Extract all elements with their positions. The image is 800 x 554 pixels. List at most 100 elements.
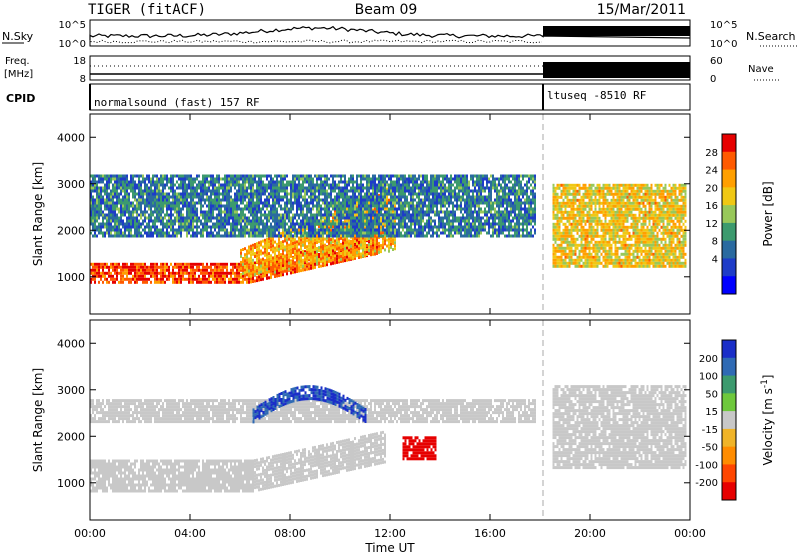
heatmap-cell xyxy=(322,247,324,251)
heatmap-cell xyxy=(324,180,326,184)
heatmap-cell xyxy=(352,177,354,181)
heatmap-cell xyxy=(172,271,174,275)
heatmap-cell xyxy=(236,192,238,196)
heatmap-cell xyxy=(330,192,332,196)
heatmap-cell xyxy=(282,228,284,232)
heatmap-cell xyxy=(420,213,422,217)
heatmap-cell xyxy=(300,213,302,217)
heatmap-cell xyxy=(228,186,230,190)
heatmap-cell xyxy=(402,219,404,223)
heatmap-cell xyxy=(334,198,336,202)
heatmap-cell xyxy=(258,253,260,257)
heatmap-cell xyxy=(146,210,148,214)
heatmap-cell xyxy=(162,222,164,226)
heatmap-cell xyxy=(160,222,162,226)
heatmap-cell xyxy=(264,265,266,269)
heatmap-cell xyxy=(386,189,388,193)
nsky-label: N.Sky xyxy=(2,30,34,43)
heatmap-cell xyxy=(92,265,94,269)
heatmap-cell xyxy=(170,222,172,226)
heatmap-cell xyxy=(268,210,270,214)
heatmap-cell xyxy=(140,265,142,269)
heatmap-cell xyxy=(242,219,244,223)
heatmap-cell xyxy=(248,274,250,278)
heatmap-cell xyxy=(102,222,104,226)
heatmap-cell xyxy=(320,186,322,190)
heatmap-cell xyxy=(94,271,96,275)
heatmap-cell xyxy=(356,248,358,252)
heatmap-cell xyxy=(130,201,132,205)
heatmap-cell xyxy=(154,183,156,187)
heatmap-cell xyxy=(242,234,244,238)
heatmap-cell xyxy=(416,219,418,223)
heatmap-cell xyxy=(110,222,112,226)
heatmap-cell xyxy=(164,204,166,208)
heatmap-cell xyxy=(144,274,146,278)
heatmap-cell xyxy=(368,225,370,229)
heatmap-cell xyxy=(400,195,402,199)
heatmap-cell xyxy=(128,180,130,184)
heatmap-cell xyxy=(166,262,168,266)
heatmap-cell xyxy=(286,262,288,266)
heatmap-cell xyxy=(278,241,280,245)
heatmap-cell xyxy=(258,210,260,214)
heatmap-cell xyxy=(254,267,256,270)
heatmap-cell xyxy=(402,210,404,214)
heatmap-cell xyxy=(132,186,134,190)
heatmap-cell xyxy=(194,216,196,220)
heatmap-cell xyxy=(302,174,304,178)
heatmap-cell xyxy=(254,192,256,196)
heatmap-cell xyxy=(304,180,306,184)
heatmap-cell xyxy=(172,180,174,184)
heatmap-cell xyxy=(202,216,204,220)
heatmap-cell xyxy=(244,180,246,184)
heatmap-cell xyxy=(148,225,150,229)
heatmap-cell xyxy=(206,228,208,232)
heatmap-cell xyxy=(384,183,386,187)
heatmap-cell xyxy=(350,234,352,238)
heatmap-cell xyxy=(138,274,140,278)
heatmap-cell xyxy=(344,241,346,245)
heatmap-cell xyxy=(350,204,352,208)
heatmap-cell xyxy=(148,201,150,205)
heatmap-cell xyxy=(210,231,212,235)
heatmap-cell xyxy=(348,249,350,253)
heatmap-cell xyxy=(280,268,282,272)
heatmap-cell xyxy=(152,210,154,214)
heatmap-cell xyxy=(94,201,96,205)
heatmap-cell xyxy=(162,207,164,211)
heatmap-cell xyxy=(254,189,256,193)
heatmap-cell xyxy=(200,231,202,235)
heatmap-cell xyxy=(212,192,214,196)
heatmap-cell xyxy=(212,189,214,193)
heatmap-cell xyxy=(292,183,294,187)
heatmap-cell xyxy=(116,265,118,269)
heatmap-cell xyxy=(220,262,222,266)
heatmap-cell xyxy=(256,257,258,261)
heatmap-cell xyxy=(326,174,328,178)
heatmap-cell xyxy=(112,262,114,266)
heatmap-cell xyxy=(112,228,114,232)
heatmap-cell xyxy=(248,272,250,276)
heatmap-cell xyxy=(238,231,240,235)
heatmap-cell xyxy=(306,198,308,202)
heatmap-cell xyxy=(146,231,148,235)
heatmap-cell xyxy=(202,192,204,196)
heatmap-cell xyxy=(370,242,372,246)
heatmap-cell xyxy=(392,189,394,193)
heatmap-cell xyxy=(126,228,128,232)
heatmap-cell xyxy=(258,262,260,266)
heatmap-cell xyxy=(256,207,258,211)
heatmap-cell xyxy=(148,228,150,232)
heatmap-cell xyxy=(242,189,244,193)
heatmap-cell xyxy=(282,240,284,244)
heatmap-cell xyxy=(226,222,228,226)
heatmap-cell xyxy=(298,204,300,208)
heatmap-cell xyxy=(314,192,316,196)
heatmap-cell xyxy=(224,189,226,193)
heatmap-cell xyxy=(106,183,108,187)
heatmap-cell xyxy=(256,210,258,214)
heatmap-cell xyxy=(194,177,196,181)
heatmap-cell xyxy=(254,177,256,181)
heatmap-cell xyxy=(304,186,306,190)
